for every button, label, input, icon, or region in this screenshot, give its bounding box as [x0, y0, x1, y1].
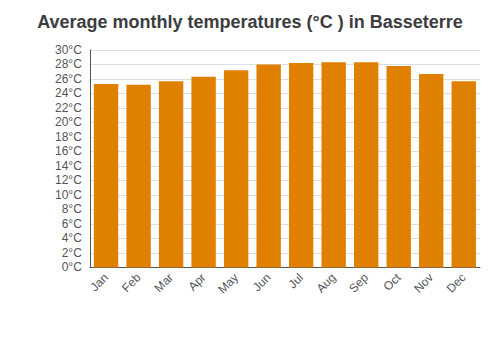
svg-text:20°C: 20°C	[55, 115, 82, 129]
svg-text:Sep: Sep	[346, 270, 371, 295]
svg-text:Average monthly temperatures (: Average monthly temperatures (°C ) in Ba…	[37, 12, 463, 32]
svg-text:18°C: 18°C	[55, 130, 82, 144]
svg-text:28°C: 28°C	[55, 57, 82, 71]
svg-text:2°C: 2°C	[62, 246, 82, 260]
svg-text:16°C: 16°C	[55, 144, 82, 158]
svg-text:Dec: Dec	[444, 271, 469, 296]
svg-text:6°C: 6°C	[62, 217, 82, 231]
svg-text:8°C: 8°C	[62, 202, 82, 216]
svg-text:26°C: 26°C	[55, 72, 82, 86]
svg-text:10°C: 10°C	[55, 188, 82, 202]
svg-text:Aug: Aug	[314, 271, 339, 296]
svg-text:Jul: Jul	[285, 271, 306, 292]
svg-text:24°C: 24°C	[55, 86, 82, 100]
svg-text:May: May	[215, 271, 241, 297]
svg-text:22°C: 22°C	[55, 101, 82, 115]
svg-text:30°C: 30°C	[55, 43, 82, 57]
svg-text:Jun: Jun	[250, 271, 274, 295]
svg-text:Feb: Feb	[119, 270, 144, 295]
svg-text:Mar: Mar	[152, 271, 177, 295]
svg-text:Nov: Nov	[411, 271, 436, 296]
svg-text:14°C: 14°C	[55, 159, 82, 173]
svg-text:Apr: Apr	[185, 271, 208, 294]
svg-text:0°C: 0°C	[62, 260, 82, 274]
svg-text:Jan: Jan	[87, 271, 111, 295]
svg-text:4°C: 4°C	[62, 231, 82, 245]
svg-text:Oct: Oct	[381, 270, 405, 294]
svg-text:12°C: 12°C	[55, 173, 82, 187]
